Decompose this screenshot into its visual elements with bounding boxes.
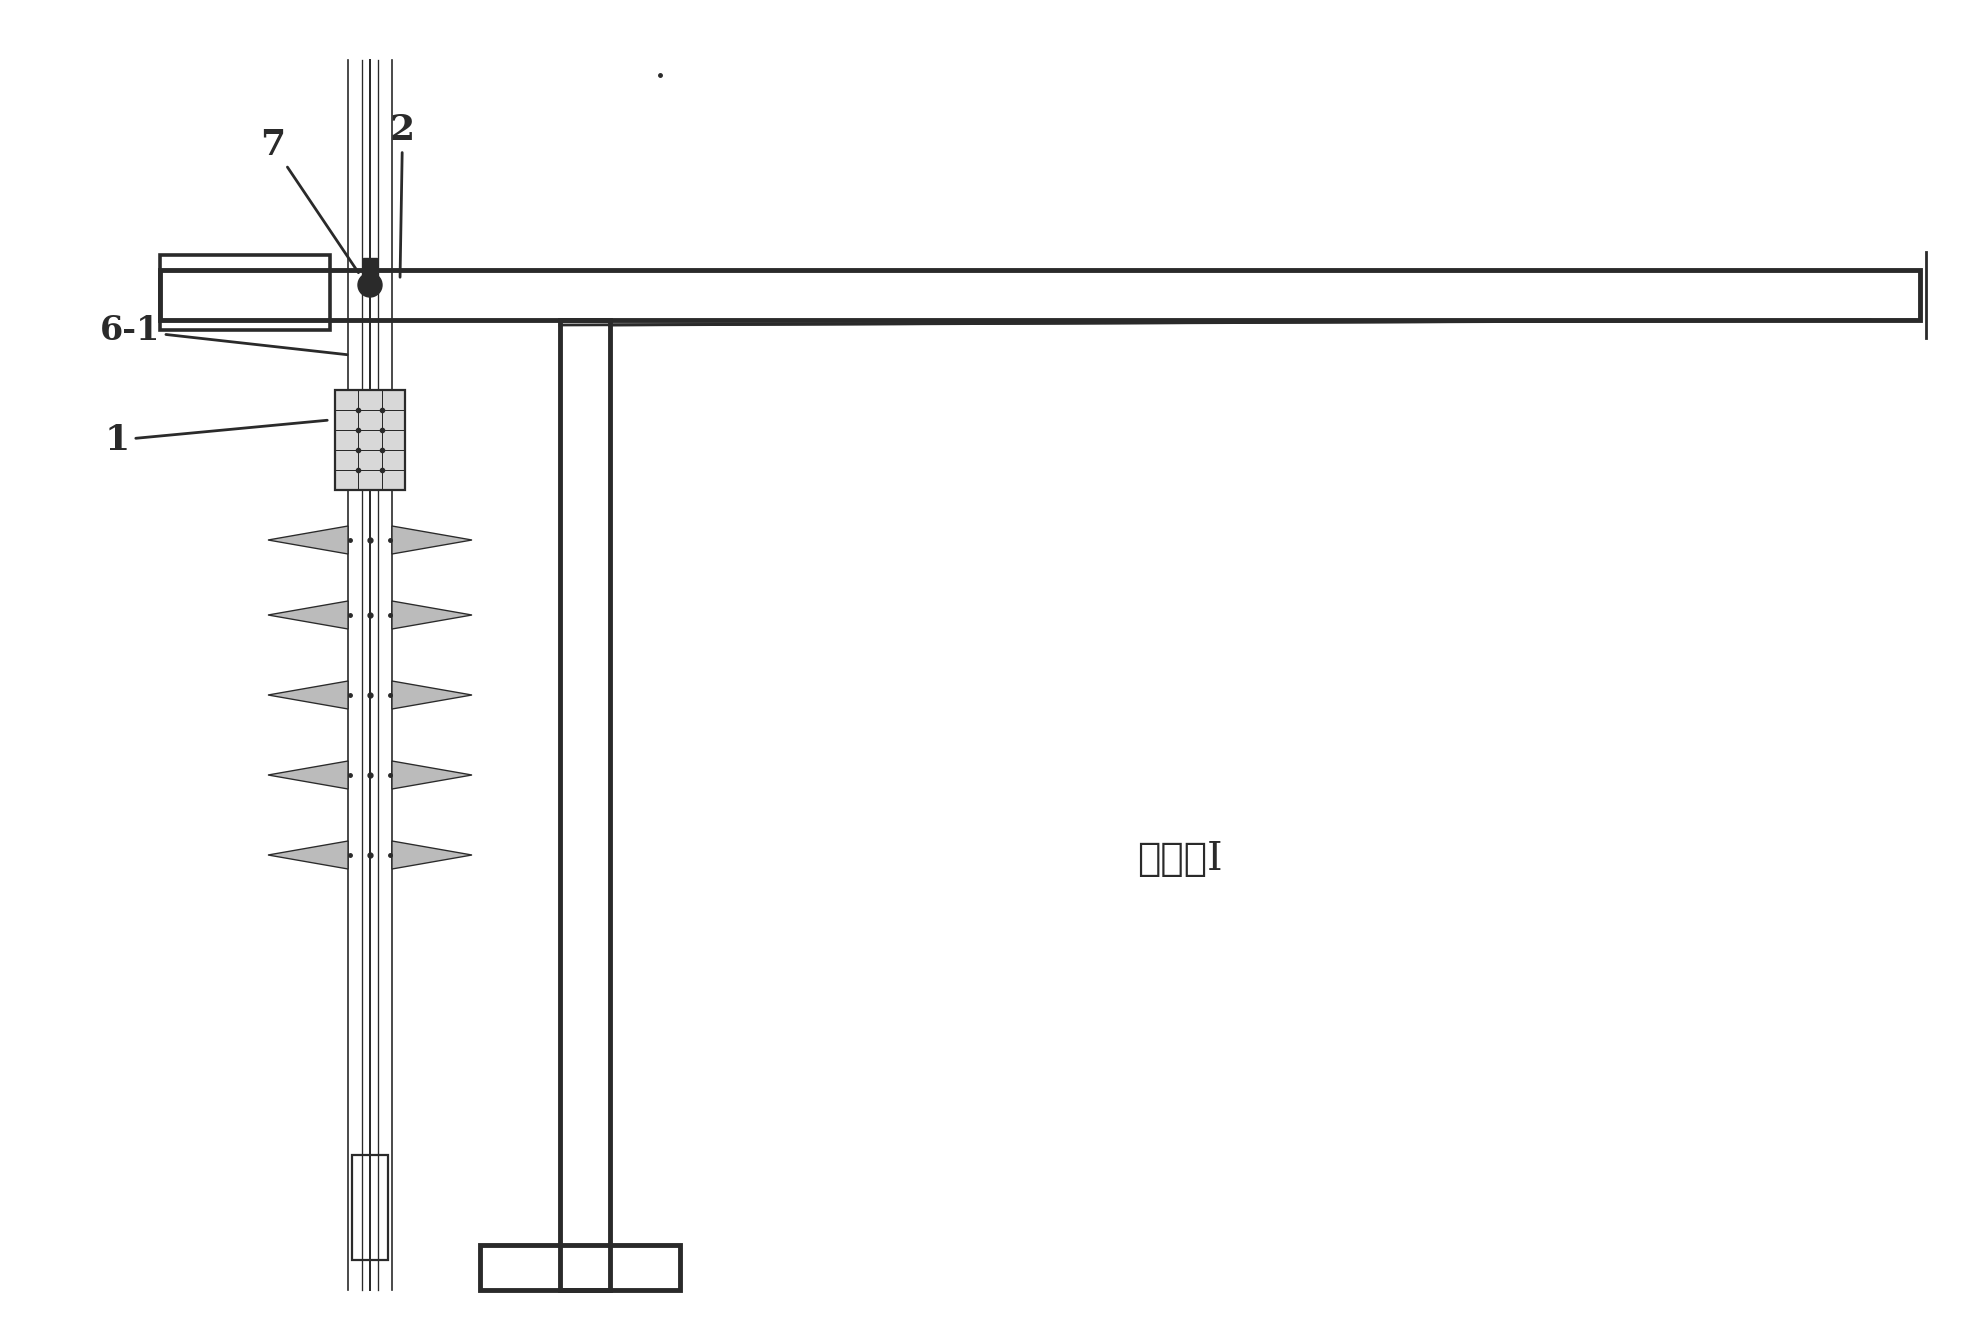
Text: 放大图I: 放大图I bbox=[1137, 842, 1224, 878]
Polygon shape bbox=[267, 526, 348, 554]
Polygon shape bbox=[267, 761, 348, 789]
Polygon shape bbox=[392, 842, 471, 868]
Bar bbox=[352, 1155, 388, 1260]
Bar bbox=[560, 320, 610, 1290]
Bar bbox=[160, 256, 331, 330]
Polygon shape bbox=[392, 681, 471, 709]
Polygon shape bbox=[267, 681, 348, 709]
Polygon shape bbox=[392, 526, 471, 554]
Text: 1: 1 bbox=[105, 420, 327, 458]
Bar bbox=[160, 270, 1921, 320]
Text: 2: 2 bbox=[390, 112, 416, 277]
Bar bbox=[335, 389, 406, 490]
Circle shape bbox=[358, 273, 382, 297]
Bar bbox=[479, 1244, 679, 1290]
Text: 6-1: 6-1 bbox=[101, 314, 346, 355]
Polygon shape bbox=[392, 761, 471, 789]
Text: 7: 7 bbox=[259, 128, 358, 273]
Polygon shape bbox=[267, 601, 348, 629]
Bar bbox=[362, 258, 376, 274]
Polygon shape bbox=[267, 842, 348, 868]
Polygon shape bbox=[392, 601, 471, 629]
